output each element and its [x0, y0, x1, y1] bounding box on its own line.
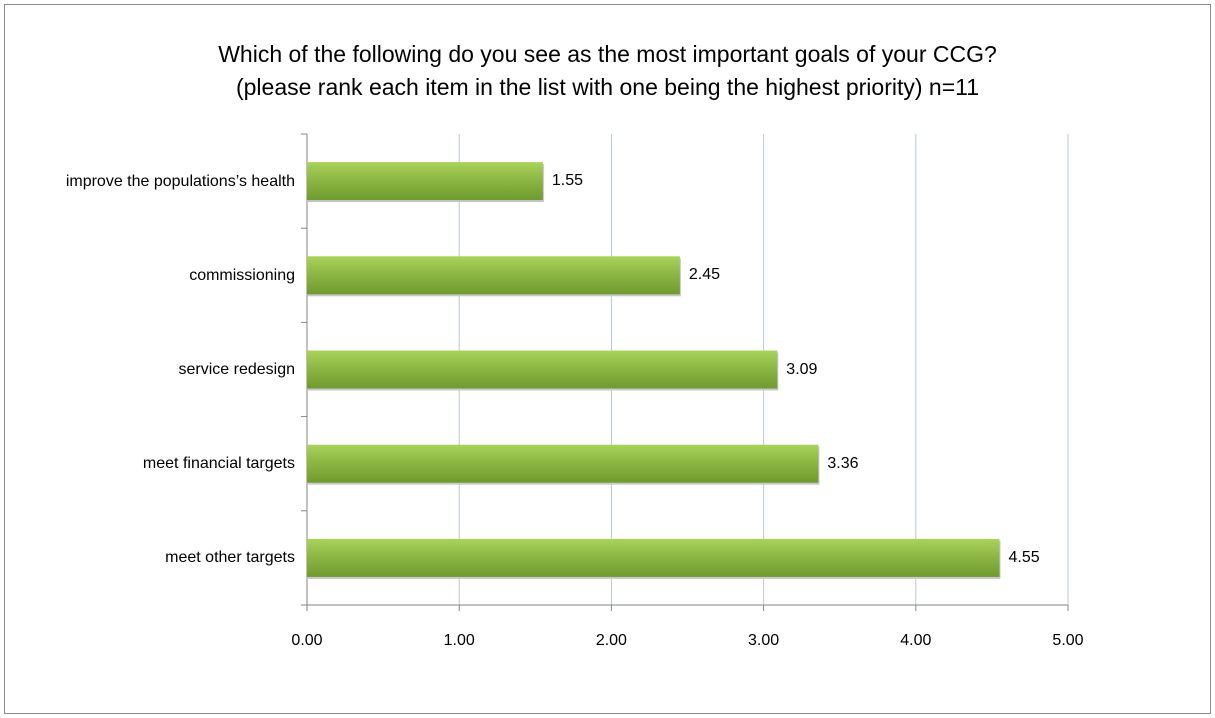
bar-1 — [307, 256, 680, 295]
data-label-0: 1.55 — [551, 172, 584, 190]
x-tick-label-4: 4.00 — [900, 632, 932, 649]
data-label-4: 4.55 — [1008, 548, 1040, 566]
x-tick-label-5: 5.00 — [1052, 632, 1084, 649]
bar-4 — [307, 538, 1000, 577]
x-tick-label-0: 0.00 — [291, 632, 323, 649]
chart-title: Which of the following do you see as the… — [0, 38, 1215, 104]
data-label-3: 3.36 — [827, 454, 859, 472]
chart-title-line-2: (please rank each item in the list with … — [235, 74, 980, 100]
category-label-4: meet other targets — [165, 549, 295, 567]
chart-title-line-1: Which of the following do you see as the… — [218, 41, 997, 67]
x-tick-label-3: 3.00 — [748, 632, 780, 649]
data-label-1: 2.45 — [688, 266, 721, 284]
x-tick-label-1: 1.00 — [443, 632, 475, 649]
bar-2 — [307, 350, 778, 389]
bar-0 — [307, 162, 543, 201]
bar-3 — [307, 444, 819, 483]
category-label-3: meet financial targets — [142, 455, 295, 473]
category-label-0: improve the populations’s health — [65, 172, 295, 190]
x-tick-label-2: 2.00 — [595, 632, 627, 649]
category-label-2: service redesign — [178, 361, 296, 378]
data-label-2: 3.09 — [786, 360, 818, 378]
category-label-1: commissioning — [189, 266, 295, 284]
